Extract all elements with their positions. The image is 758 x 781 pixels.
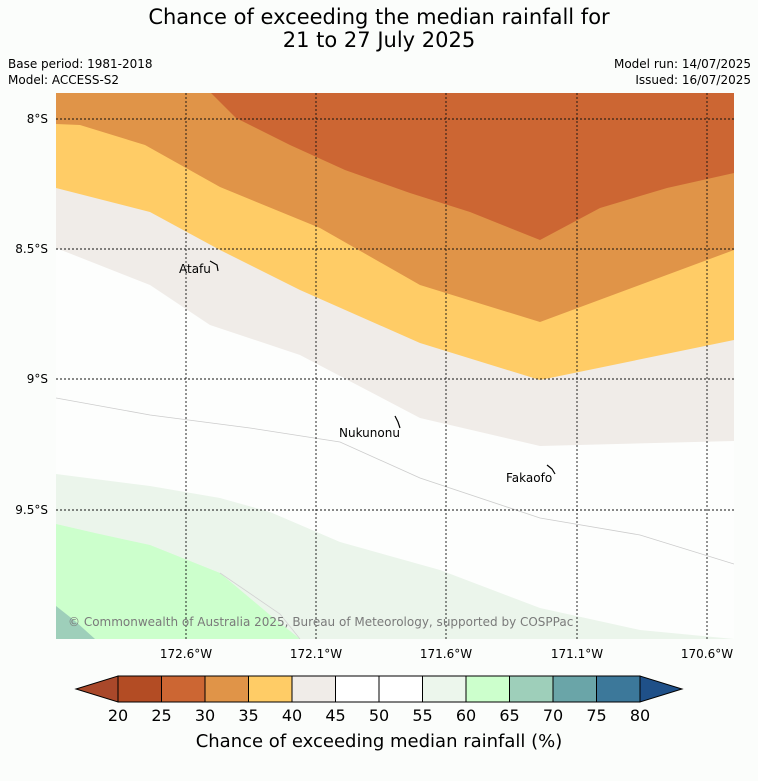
lat-tick: 9.5°S <box>15 503 48 517</box>
map-title-line2: 21 to 27 July 2025 <box>282 28 476 52</box>
colorbar-segment <box>117 675 162 703</box>
model-run: Model run: 14/07/2025 <box>613 57 751 71</box>
colorbar-tick-label: 80 <box>630 706 650 725</box>
colorbar-tick-label: 75 <box>586 706 606 725</box>
contour-line-upper <box>56 397 734 565</box>
colorbar-segment <box>422 675 467 703</box>
colorbar-tick-label: 60 <box>456 706 476 725</box>
atafu-island-shape <box>209 260 219 272</box>
place-fakaofo: Fakaofo <box>506 471 552 485</box>
colorbar-tick-label: 25 <box>151 706 171 725</box>
contour-65-70 <box>56 606 95 639</box>
colorbar-tick-label: 65 <box>499 706 519 725</box>
lat-tick: 8°S <box>27 112 48 126</box>
colorbar-segment <box>596 675 641 703</box>
colorbar-segment <box>552 675 597 703</box>
colorbar-title: Chance of exceeding median rainfall (%) <box>196 731 563 752</box>
place-atafu: Atafu <box>179 262 211 276</box>
place-nukunonu: Nukunonu <box>339 426 400 440</box>
lon-tick: 171.6°W <box>420 647 472 661</box>
copyright-notice: © Commonwealth of Australia 2025, Bureau… <box>68 615 573 629</box>
lon-tick: 172.1°W <box>290 647 342 661</box>
model-name: Model: ACCESS-S2 <box>8 73 120 87</box>
colorbar-extend-high <box>639 675 684 703</box>
colorbar-tick-label: 35 <box>238 706 258 725</box>
colorbar-segment <box>335 675 380 703</box>
colorbar-tick-label: 55 <box>412 706 432 725</box>
graticule <box>56 93 734 639</box>
colorbar-segment <box>161 675 206 703</box>
contour-25-30 <box>211 93 734 240</box>
colorbar-segment <box>509 675 554 703</box>
issued-date: Issued: 16/07/2025 <box>635 73 751 87</box>
map-title-line1: Chance of exceeding the median rainfall … <box>148 5 610 29</box>
probability-contours <box>56 93 734 639</box>
colorbar-tick-label: 50 <box>369 706 389 725</box>
colorbar-tick-label: 70 <box>543 706 563 725</box>
lon-tick: 172.6°W <box>160 647 212 661</box>
colorbar-segment <box>291 675 336 703</box>
colorbar-labels: 20 25 30 35 40 45 50 55 60 65 70 75 80 <box>108 706 650 725</box>
lat-tick: 8.5°S <box>15 242 48 256</box>
colorbar-segment <box>204 675 249 703</box>
contour-line-lower <box>219 572 301 639</box>
nukunonu-island-shape <box>394 415 401 429</box>
colorbar-segment <box>465 675 510 703</box>
colorbar-tick-label: 20 <box>108 706 128 725</box>
colorbar-tick-label: 45 <box>325 706 345 725</box>
lon-tick: 171.1°W <box>551 647 603 661</box>
colorbar-extend-low <box>74 675 119 703</box>
base-period: Base period: 1981-2018 <box>8 57 153 71</box>
islands <box>209 260 556 475</box>
colorbar-segment <box>248 675 293 703</box>
colorbar-tick-label: 30 <box>195 706 215 725</box>
colorbar-tick-label: 40 <box>282 706 302 725</box>
fakaofo-island-shape <box>546 464 556 475</box>
lon-tick: 170.6°W <box>681 647 733 661</box>
contour-60-65 <box>56 524 300 639</box>
lat-tick: 9°S <box>27 372 48 386</box>
colorbar-segment <box>378 675 423 703</box>
colorbar <box>74 675 684 703</box>
